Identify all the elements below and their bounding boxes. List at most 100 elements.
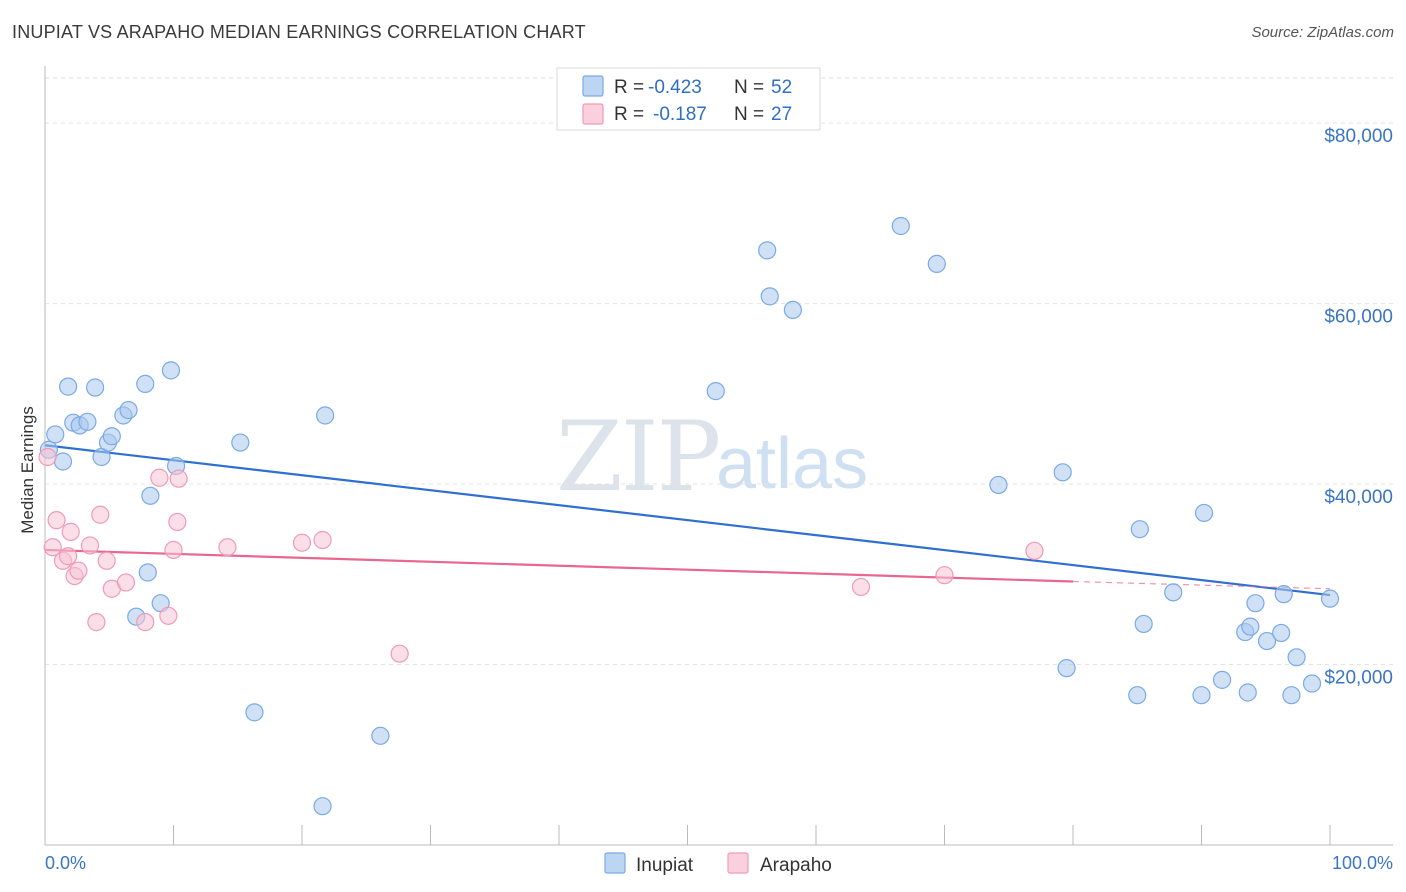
data-point-arapaho bbox=[292, 533, 312, 552]
data-point-inupiat bbox=[141, 486, 160, 505]
gridlines bbox=[45, 77, 1393, 666]
trend-line-inupiat bbox=[44, 444, 1331, 597]
data-point-inupiat bbox=[1257, 631, 1277, 651]
series-legend-arapaho: Arapaho bbox=[760, 855, 832, 876]
data-point-inupiat bbox=[1274, 585, 1293, 604]
data-point-inupiat bbox=[1302, 674, 1322, 693]
legend-n-label-inupiat: N = bbox=[734, 77, 764, 98]
series-legend: Inupiat Arapaho bbox=[604, 852, 832, 876]
data-point-arapaho bbox=[136, 613, 155, 632]
data-point-inupiat bbox=[138, 563, 157, 582]
trend-line-extension-arapaho bbox=[1072, 580, 1331, 590]
data-point-arapaho bbox=[47, 511, 66, 530]
legend-r-label-inupiat: R = bbox=[614, 77, 644, 98]
data-point-inupiat bbox=[891, 216, 910, 236]
data-point-inupiat bbox=[1246, 594, 1265, 613]
data-point-arapaho bbox=[1025, 541, 1044, 560]
data-point-arapaho bbox=[159, 606, 178, 625]
data-point-inupiat bbox=[161, 361, 181, 380]
arapaho-swatch bbox=[582, 103, 604, 125]
y-tick-label: $20,000 bbox=[1324, 668, 1393, 689]
data-point-arapaho bbox=[116, 573, 136, 592]
data-point-arapaho bbox=[851, 577, 871, 597]
trend-line-arapaho bbox=[44, 548, 1074, 583]
legend-r-value-arapaho: -0.187 bbox=[653, 104, 707, 125]
data-point-inupiat bbox=[1192, 686, 1211, 705]
data-point-inupiat bbox=[1212, 670, 1232, 689]
legend-r-value-inupiat: -0.423 bbox=[648, 77, 702, 98]
series-legend-inupiat: Inupiat bbox=[636, 855, 694, 876]
y-axis-label: Median Earnings bbox=[18, 406, 37, 534]
data-point-inupiat bbox=[1272, 623, 1291, 643]
data-point-inupiat bbox=[59, 377, 78, 396]
series-arapaho-points bbox=[38, 447, 1044, 663]
data-point-inupiat bbox=[1057, 659, 1076, 678]
data-point-inupiat bbox=[1128, 686, 1147, 705]
data-point-inupiat bbox=[1282, 686, 1301, 705]
data-point-inupiat bbox=[1241, 617, 1260, 636]
axis-ticks: $20,000 $40,000 $60,000 $80,000 0.0% 100.0% bbox=[44, 126, 1393, 873]
data-point-arapaho bbox=[43, 538, 62, 557]
data-point-arapaho bbox=[91, 505, 110, 524]
data-point-arapaho bbox=[313, 530, 332, 550]
y-tick-label: $80,000 bbox=[1324, 126, 1393, 147]
data-point-inupiat bbox=[231, 433, 250, 452]
data-point-inupiat bbox=[46, 425, 65, 444]
data-point-inupiat bbox=[1130, 520, 1149, 539]
data-point-arapaho bbox=[218, 538, 237, 557]
data-point-arapaho bbox=[168, 512, 187, 532]
data-point-arapaho bbox=[69, 561, 88, 580]
stats-legend: R = -0.423 N = 52 R = -0.187 N = 27 bbox=[556, 67, 821, 131]
legend-n-value-arapaho: 27 bbox=[771, 104, 792, 125]
data-point-inupiat bbox=[758, 241, 777, 260]
data-point-inupiat bbox=[53, 452, 73, 471]
data-point-inupiat bbox=[1287, 648, 1306, 667]
data-point-inupiat bbox=[1164, 583, 1183, 602]
data-point-inupiat bbox=[313, 797, 332, 816]
data-point-arapaho bbox=[61, 522, 80, 541]
series-legend-arapaho-swatch bbox=[727, 852, 749, 874]
data-point-arapaho bbox=[390, 644, 409, 663]
x-tick-label-max: 100.0% bbox=[1332, 853, 1393, 873]
watermark-atlas: atlas bbox=[716, 424, 868, 504]
data-point-inupiat bbox=[78, 412, 97, 431]
legend-n-label-arapaho: N = bbox=[734, 104, 764, 125]
source-credit: Source: ZipAtlas.com bbox=[1251, 24, 1394, 41]
data-point-inupiat bbox=[1053, 463, 1072, 482]
data-point-inupiat bbox=[136, 374, 155, 393]
data-point-arapaho bbox=[38, 447, 57, 467]
data-point-inupiat bbox=[371, 726, 390, 745]
legend-r-label-arapaho: R = bbox=[614, 104, 644, 125]
data-point-arapaho bbox=[87, 613, 106, 632]
data-point-arapaho bbox=[150, 468, 169, 487]
legend-n-value-inupiat: 52 bbox=[771, 77, 792, 98]
data-point-arapaho bbox=[935, 566, 954, 585]
inupiat-swatch bbox=[582, 75, 604, 97]
data-point-arapaho bbox=[97, 551, 116, 570]
series-inupiat-points bbox=[39, 216, 1340, 816]
data-point-inupiat bbox=[245, 703, 264, 722]
watermark-zip: ZIP bbox=[556, 401, 719, 513]
data-point-arapaho bbox=[164, 540, 183, 560]
data-point-inupiat bbox=[706, 382, 725, 401]
data-point-inupiat bbox=[316, 406, 335, 425]
x-tick-label-min: 0.0% bbox=[45, 853, 86, 873]
data-point-inupiat bbox=[927, 254, 946, 273]
data-point-inupiat bbox=[1194, 503, 1214, 523]
series-legend-inupiat-swatch bbox=[604, 852, 626, 874]
data-point-inupiat bbox=[1134, 614, 1153, 634]
data-point-inupiat bbox=[119, 400, 138, 420]
data-point-arapaho bbox=[169, 469, 188, 488]
data-point-inupiat bbox=[1238, 683, 1257, 702]
data-point-inupiat bbox=[102, 427, 121, 446]
data-point-inupiat bbox=[989, 475, 1008, 495]
chart-title: INUPIAT VS ARAPAHO MEDIAN EARNINGS CORRE… bbox=[12, 22, 586, 42]
y-tick-label: $60,000 bbox=[1324, 307, 1393, 328]
data-points bbox=[38, 216, 1340, 816]
data-point-inupiat bbox=[760, 287, 779, 306]
y-tick-label: $40,000 bbox=[1324, 487, 1393, 508]
data-point-inupiat bbox=[783, 300, 802, 320]
data-point-arapaho bbox=[59, 547, 78, 566]
data-point-arapaho bbox=[80, 536, 100, 555]
